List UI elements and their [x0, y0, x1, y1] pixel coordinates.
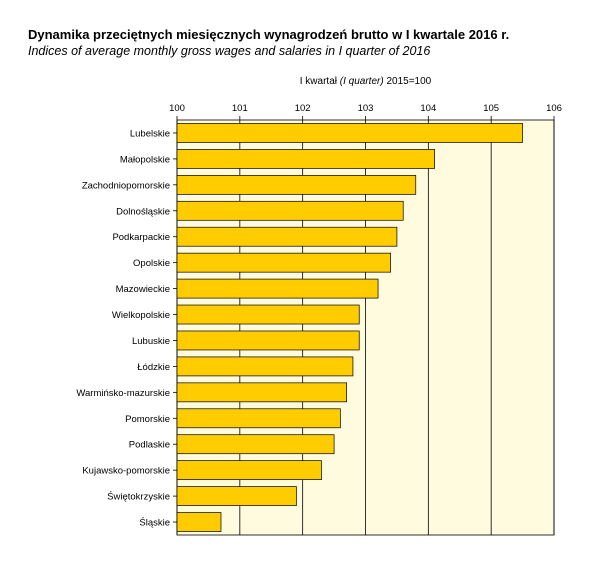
x-tick-label: 103: [358, 103, 374, 114]
bar: [176, 460, 322, 481]
category-label: Podkarpackie: [112, 232, 170, 243]
chart-title: Dynamika przeciętnych miesięcznych wynag…: [28, 27, 510, 42]
category-label: Śląskie: [139, 517, 170, 529]
bar: [176, 252, 391, 273]
category-label: Świętokrzyskie: [107, 491, 170, 503]
category-label: Pomorskie: [125, 414, 170, 425]
chart-subtitle: Indices of average monthly gross wages a…: [28, 44, 431, 58]
category-label: Podlaskie: [129, 440, 170, 451]
bar: [176, 356, 354, 377]
category-label: Opolskie: [133, 258, 170, 269]
bar: [176, 149, 435, 169]
unit-suffix: 2015=100: [383, 76, 432, 87]
category-label: Zachodniopomorskie: [82, 180, 170, 191]
category-label: Dolnośląskie: [116, 206, 170, 217]
bar: [176, 512, 222, 532]
bar: [176, 304, 360, 325]
bar: [176, 330, 360, 351]
unit-prefix: I kwartał: [299, 76, 340, 87]
bar: [176, 486, 297, 506]
x-tick-label: 102: [295, 103, 311, 114]
bar: [176, 226, 398, 247]
bar: [176, 434, 335, 455]
bar: [176, 174, 417, 195]
category-label: Warmińsko-mazurskie: [76, 388, 170, 399]
category-label: Mazowieckie: [116, 284, 170, 295]
x-tick-label: 100: [169, 103, 185, 114]
bar: [176, 278, 379, 299]
axis-unit-label: I kwartał (I quarter) 2015=100: [176, 76, 555, 87]
x-tick-label: 104: [420, 103, 436, 114]
bar: [176, 200, 404, 221]
bar: [176, 123, 523, 143]
category-label: Łódzkie: [137, 362, 170, 373]
x-tick-label: 101: [232, 103, 248, 114]
x-tick-label: 106: [546, 103, 562, 114]
category-label: Lubelskie: [130, 128, 170, 139]
category-label: Małopolskie: [120, 154, 170, 165]
unit-italic: (I quarter): [339, 76, 384, 87]
bar: [176, 382, 347, 403]
category-label: Kujawsko-pomorskie: [82, 466, 170, 477]
category-label: Lubuskie: [132, 336, 170, 347]
category-label: Wielkopolskie: [112, 310, 170, 321]
bar: [176, 408, 341, 429]
x-tick-label: 105: [483, 103, 499, 114]
